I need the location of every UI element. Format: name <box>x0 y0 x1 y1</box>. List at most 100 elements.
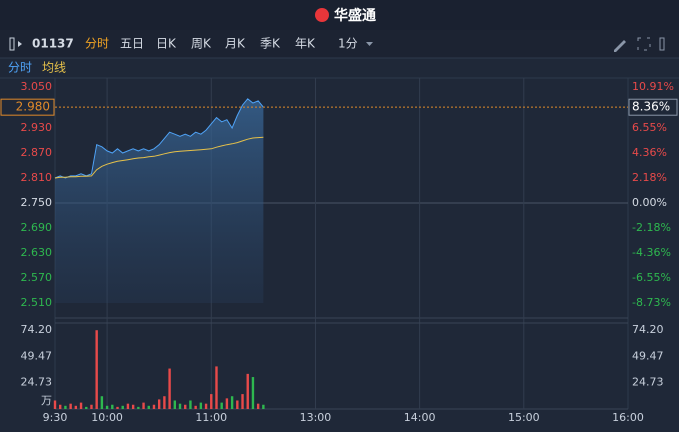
x-tick-label: 15:00 <box>508 411 540 424</box>
volume-bar <box>189 400 192 409</box>
last-price-label: 2.980 <box>16 100 50 114</box>
volume-bar <box>173 400 177 409</box>
volume-bar <box>95 330 98 409</box>
x-tick-label: 14:00 <box>404 411 436 424</box>
price-line <box>54 98 264 179</box>
volume-bar <box>79 402 83 409</box>
volume-bar <box>152 404 156 409</box>
y2-tick-label: -4.36% <box>632 246 671 259</box>
x-tick-label: 16:00 <box>612 411 644 424</box>
volume-bar <box>147 405 150 409</box>
y-tick-label: 2.810 <box>21 171 53 184</box>
volume-bar <box>90 404 93 409</box>
stock-code: 01137 <box>32 37 74 51</box>
volume-bar <box>230 396 234 409</box>
volume-bar <box>210 394 213 409</box>
volume-bar <box>100 396 104 409</box>
volume-bar <box>59 404 62 409</box>
volume-bar <box>163 396 166 409</box>
period-tab[interactable]: 周K <box>191 37 212 51</box>
volume-tick-label: 24.73 <box>632 376 664 389</box>
volume-bar <box>105 405 109 409</box>
y2-tick-label: 2.18% <box>632 171 667 184</box>
y2-tick-label: -8.73% <box>632 296 671 309</box>
y-tick-label: 2.690 <box>21 221 53 234</box>
volume-bar <box>215 366 218 409</box>
period-tab[interactable]: 五日 <box>120 37 144 51</box>
logo: 华盛通 <box>334 7 376 24</box>
average-line <box>54 136 264 179</box>
y2-tick-label: -6.55% <box>632 271 671 284</box>
volume-bar <box>137 406 140 409</box>
y-tick-label: 2.930 <box>21 121 53 134</box>
volume-bar <box>116 406 119 409</box>
volume-bar <box>178 403 182 409</box>
period-tab[interactable]: 月K <box>225 37 246 51</box>
volume-bar <box>111 404 114 409</box>
legend-price: 分时 <box>8 61 32 75</box>
volume-bar <box>225 398 229 409</box>
y-tick-label: 2.870 <box>21 146 53 159</box>
volume-bar <box>64 405 67 409</box>
volume-tick-label: 74.20 <box>21 323 53 336</box>
volume-bar <box>194 405 197 409</box>
y2-tick-label: 6.55% <box>632 121 667 134</box>
volume-bar <box>204 403 208 409</box>
volume-bar <box>126 403 130 409</box>
volume-bar <box>199 402 203 409</box>
volume-bar <box>262 404 265 409</box>
edit-icon[interactable] <box>614 40 626 52</box>
x-tick-label: 11:00 <box>195 411 227 424</box>
volume-unit: 万 <box>41 394 52 407</box>
y2-tick-label: 10.91% <box>632 80 674 93</box>
period-tab[interactable]: 日K <box>156 37 177 51</box>
last-price-box <box>0 98 55 116</box>
expand-icon[interactable] <box>659 37 665 51</box>
volume-bar <box>236 400 239 409</box>
y-tick-label: 2.510 <box>21 296 53 309</box>
price-area <box>55 98 264 303</box>
volume-bar <box>53 400 57 409</box>
volume-bar <box>251 377 255 409</box>
volume-tick-label: 74.20 <box>632 323 664 336</box>
volume-bar <box>220 402 223 409</box>
period-tab[interactable]: 季K <box>260 37 281 51</box>
y2-tick-label: 0.00% <box>632 196 667 209</box>
last-change-box <box>628 98 678 116</box>
toolbar <box>0 30 679 58</box>
volume-tick-label: 49.47 <box>632 349 664 362</box>
y-tick-label: 3.050 <box>21 80 53 93</box>
volume-bar <box>157 399 161 409</box>
volume-bar <box>142 402 145 409</box>
collapse-icon[interactable] <box>9 37 15 51</box>
y2-tick-label: 4.36% <box>632 146 667 159</box>
volume-bar <box>69 403 72 409</box>
period-tab[interactable]: 年K <box>295 37 316 51</box>
legend-average: 均线 <box>42 61 66 75</box>
volume-tick-label: 24.73 <box>21 376 53 389</box>
volume-bar <box>131 404 135 409</box>
volume-bar <box>241 394 244 409</box>
volume-bar <box>246 373 249 409</box>
y-tick-label: 2.570 <box>21 271 53 284</box>
volume-tick-label: 49.47 <box>21 349 53 362</box>
x-tick-label: 10:00 <box>91 411 123 424</box>
x-tick-label: 13:00 <box>300 411 332 424</box>
collapse-arrow[interactable] <box>18 41 22 47</box>
header-bar <box>0 0 679 30</box>
interval-select[interactable]: 1分 <box>338 37 358 51</box>
logo-icon <box>315 8 329 22</box>
volume-bar <box>168 368 171 409</box>
dropdown-arrow[interactable] <box>366 42 373 46</box>
period-tab[interactable]: 分时 <box>85 37 109 51</box>
last-change-label: 8.36% <box>632 100 670 114</box>
volume-bar <box>184 404 187 409</box>
y-tick-label: 2.630 <box>21 246 53 259</box>
volume-bar <box>121 405 124 409</box>
y2-tick-label: -2.18% <box>632 221 671 234</box>
volume-bar <box>256 403 260 409</box>
volume-bar <box>85 406 88 409</box>
fullscreen-icon[interactable] <box>637 37 651 51</box>
